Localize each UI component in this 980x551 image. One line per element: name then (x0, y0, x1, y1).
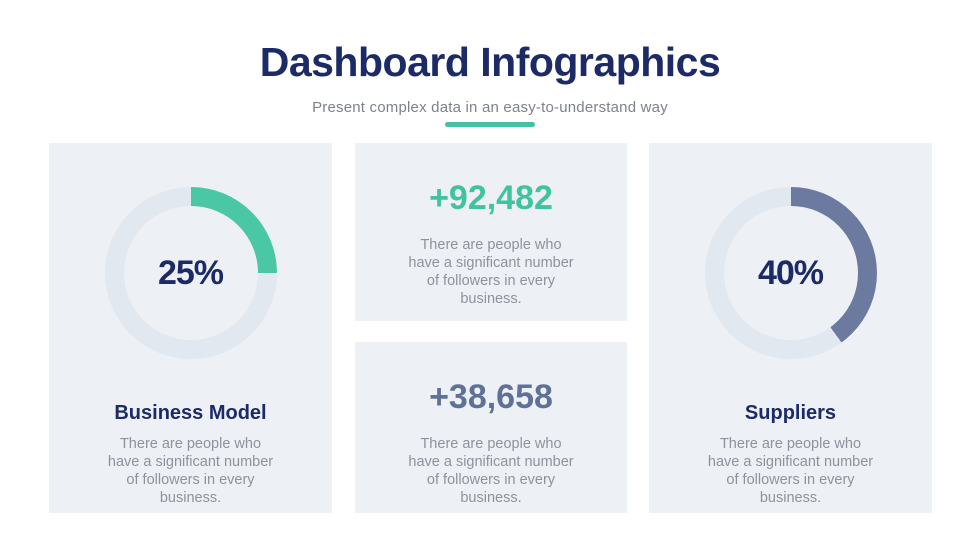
card-stat-followers-slate: +38,658 There are people who have a sign… (355, 342, 627, 513)
stat-value-slate: +38,658 (429, 378, 553, 416)
card-suppliers: 40% Suppliers There are people who have … (649, 143, 932, 513)
donut-hole (723, 206, 858, 340)
donut-chart-suppliers: 40% (704, 187, 877, 359)
teal-divider-line (445, 122, 535, 127)
card-heading-business-model: Business Model (114, 402, 267, 424)
donut-hole (123, 206, 258, 340)
card-business-model: 25% Business Model There are people who … (49, 143, 332, 513)
stat-value-teal: +92,482 (429, 179, 553, 217)
donut-percent-label: 40% (757, 253, 824, 292)
donut-percent-label: 25% (157, 253, 224, 292)
donut-chart-business-model: 25% (104, 187, 277, 359)
card-description: There are people who have a significant … (408, 436, 574, 507)
page-subtitle: Present complex data in an easy-to-under… (312, 99, 668, 116)
card-description: There are people who have a significant … (408, 237, 574, 308)
card-heading-suppliers: Suppliers (744, 402, 837, 424)
card-description: There are people who have a significant … (707, 436, 874, 506)
card-stat-followers-teal: +92,482 There are people who have a sign… (355, 143, 627, 321)
card-description: There are people who have a significant … (107, 436, 274, 506)
page-title: Dashboard Infographics (259, 39, 721, 85)
